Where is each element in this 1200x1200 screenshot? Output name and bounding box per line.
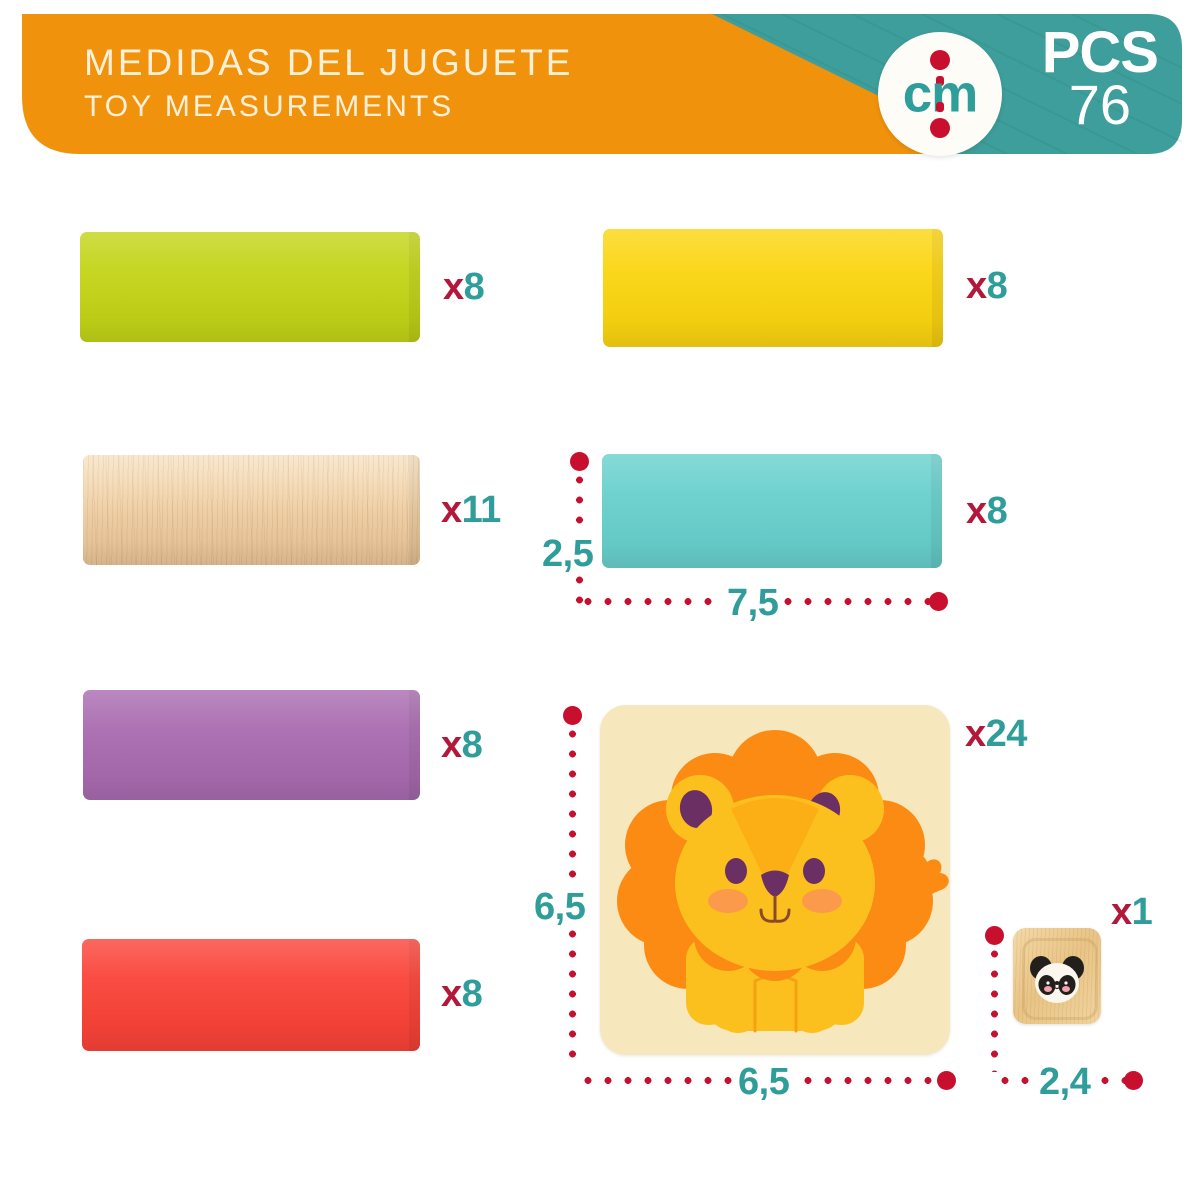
block-gloss: [80, 232, 420, 342]
dim-dot-lion-bottom-right: [937, 1071, 956, 1090]
cm-dot-top: [930, 50, 950, 70]
count-value: 8: [461, 724, 483, 766]
dim-line-panda-height: [991, 944, 998, 1072]
purple-block-count: x8: [441, 724, 483, 766]
count-value: 1: [1131, 891, 1153, 933]
block-gloss: [603, 229, 943, 347]
panda-cube-count: x1: [1111, 891, 1153, 933]
cm-label: cm: [902, 64, 979, 124]
lion-puzzle-tile: [600, 705, 950, 1055]
block-gloss: [602, 454, 942, 568]
cm-dash-top: [936, 76, 944, 86]
lion-forehead-blaze: [731, 798, 819, 901]
count-value: 8: [463, 266, 485, 308]
natural-wood-block: [83, 455, 420, 565]
count-value: 8: [986, 490, 1008, 532]
teal-rectangular-block: [602, 454, 942, 568]
lion-cheek-left: [708, 889, 748, 913]
panda-illustration: [1030, 956, 1084, 1003]
dim-dot-teal-bottom-right: [929, 592, 948, 611]
lion-mouth: [759, 895, 791, 923]
yellow-rectangular-block: [603, 229, 943, 347]
header-orange-panel: [22, 14, 952, 154]
count-multiplier: x: [966, 490, 987, 532]
lion-eye-right: [803, 858, 825, 884]
dim-dot-panda-top-left: [985, 926, 1004, 945]
dim-label-lion-height: 6,5: [529, 888, 591, 926]
dim-dot-panda-bottom-right: [1124, 1071, 1143, 1090]
dim-label-panda-width: 2,4: [1034, 1063, 1096, 1101]
pcs-count: 76: [1068, 73, 1132, 137]
count-multiplier: x: [966, 265, 987, 307]
header-title-es: MEDIDAS DEL JUGUETE: [84, 42, 574, 83]
lion-eye-left: [725, 858, 747, 884]
count-multiplier: x: [1111, 891, 1132, 933]
cm-unit-badge: cm: [878, 32, 1002, 156]
lion-inner-ear-left: [679, 790, 713, 828]
pieces-badge: PCS 76: [1041, 20, 1159, 137]
red-rectangular-block: [82, 939, 420, 1051]
block-gloss: [82, 939, 420, 1051]
panda-blush-right: [1062, 986, 1070, 992]
cm-dash-bottom: [936, 102, 944, 112]
header-banner: MEDIDAS DEL JUGUETE TOY MEASUREMENTS PCS…: [22, 14, 1182, 156]
count-value: 8: [986, 265, 1008, 307]
block-gloss: [83, 690, 420, 800]
count-multiplier: x: [965, 713, 986, 755]
lion-tile-count: x24: [965, 715, 1027, 753]
panda-eye-glint-right: [1064, 981, 1068, 985]
dim-label-teal-width: 7,5: [722, 584, 784, 622]
green-rectangular-block: [80, 232, 420, 342]
count-value: 11: [461, 489, 502, 531]
dim-dot-teal-top-left: [570, 452, 589, 471]
red-block-count: x8: [441, 973, 483, 1015]
wood-block-count: x11: [441, 491, 501, 529]
yellow-block-count: x8: [966, 265, 1008, 307]
panda-eye-glint-left: [1046, 981, 1050, 985]
block-edge-shadow: [409, 690, 420, 800]
count-multiplier: x: [443, 266, 464, 308]
count-multiplier: x: [441, 724, 462, 766]
panda-blush-left: [1044, 986, 1052, 992]
lion-illustration: [617, 730, 949, 1033]
lion-nose: [761, 870, 789, 897]
lion-body: [686, 937, 864, 1033]
purple-rectangular-block: [83, 690, 420, 800]
count-value: 24: [985, 713, 1028, 755]
panda-nose: [1054, 981, 1060, 985]
count-multiplier: x: [441, 973, 462, 1015]
count-multiplier: x: [441, 489, 462, 531]
panda-mouth: [1053, 986, 1061, 990]
block-edge-shadow: [931, 454, 942, 568]
header-title-en: TOY MEASUREMENTS: [84, 90, 455, 123]
dim-label-lion-width: 6,5: [733, 1063, 795, 1101]
dim-dot-lion-top-left: [563, 706, 582, 725]
block-gloss: [83, 455, 420, 565]
block-edge-shadow: [409, 939, 420, 1051]
teal-block-count: x8: [966, 490, 1008, 532]
pcs-label: PCS: [1041, 20, 1159, 85]
block-edge-shadow: [409, 455, 420, 565]
green-block-count: x8: [443, 266, 485, 308]
dim-label-teal-height: 2,5: [537, 535, 599, 573]
count-value: 8: [461, 973, 483, 1015]
panda-wooden-cube: [1013, 928, 1101, 1024]
block-edge-shadow: [409, 232, 420, 342]
cube-inset-ring: [1022, 938, 1098, 1020]
header-title-group: MEDIDAS DEL JUGUETE TOY MEASUREMENTS: [84, 44, 573, 122]
cm-dot-bottom: [930, 118, 950, 138]
lion-cheek-right: [802, 889, 842, 913]
block-edge-shadow: [932, 229, 943, 347]
